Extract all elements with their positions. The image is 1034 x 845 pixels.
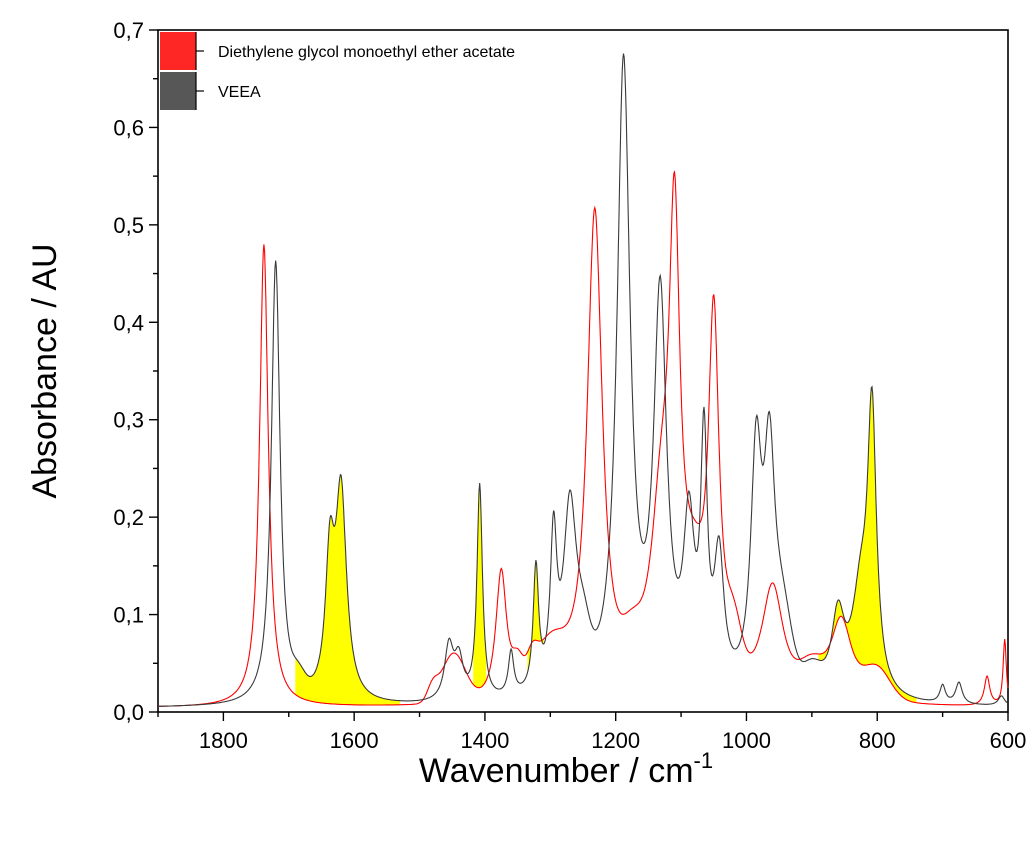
x-axis-title-main: Wavenumber / cm xyxy=(419,752,694,790)
legend-swatch xyxy=(160,72,196,110)
y-tick-label: 0,0 xyxy=(113,700,144,725)
filled-region xyxy=(818,386,917,703)
x-tick-label: 1400 xyxy=(460,728,509,753)
x-tick-label: 1800 xyxy=(199,728,248,753)
y-tick-label: 0,1 xyxy=(113,603,144,628)
legend-label: Diethylene glycol monoethyl ether acetat… xyxy=(218,44,515,61)
series-line-dark xyxy=(158,53,1009,707)
legend-label: VEEA xyxy=(218,84,261,101)
y-axis-title: Absorbance / AU xyxy=(26,243,64,498)
y-tick-label: 0,3 xyxy=(113,408,144,433)
series-layer xyxy=(158,53,1009,707)
legend-swatch xyxy=(160,32,196,70)
y-tick-label: 0,5 xyxy=(113,213,144,238)
x-axis-title-superscript: -1 xyxy=(694,748,714,773)
filled-region xyxy=(473,483,487,688)
x-axis-title: Wavenumber / cm-1 xyxy=(419,748,713,790)
y-tick-label: 0,4 xyxy=(113,310,144,335)
axes-layer: 1800 1600 1400 1200 1000 800 600 0,0 0,1 0,2 0,3 0,… xyxy=(113,18,1026,753)
x-tick-label: 1600 xyxy=(330,728,379,753)
x-tick-label: 1000 xyxy=(722,728,771,753)
series-line-red xyxy=(158,169,1009,707)
legend: Diethylene glycol monoethyl ether acetat… xyxy=(160,32,515,110)
fill-regions xyxy=(295,386,917,705)
x-tick-label: 800 xyxy=(859,728,896,753)
y-tick-label: 0,2 xyxy=(113,505,144,530)
y-tick-label: 0,6 xyxy=(113,115,144,140)
x-tick-label: 1200 xyxy=(591,728,640,753)
x-tick-label: 600 xyxy=(990,728,1027,753)
y-tick-label: 0,7 xyxy=(113,18,144,43)
filled-region xyxy=(527,560,544,673)
